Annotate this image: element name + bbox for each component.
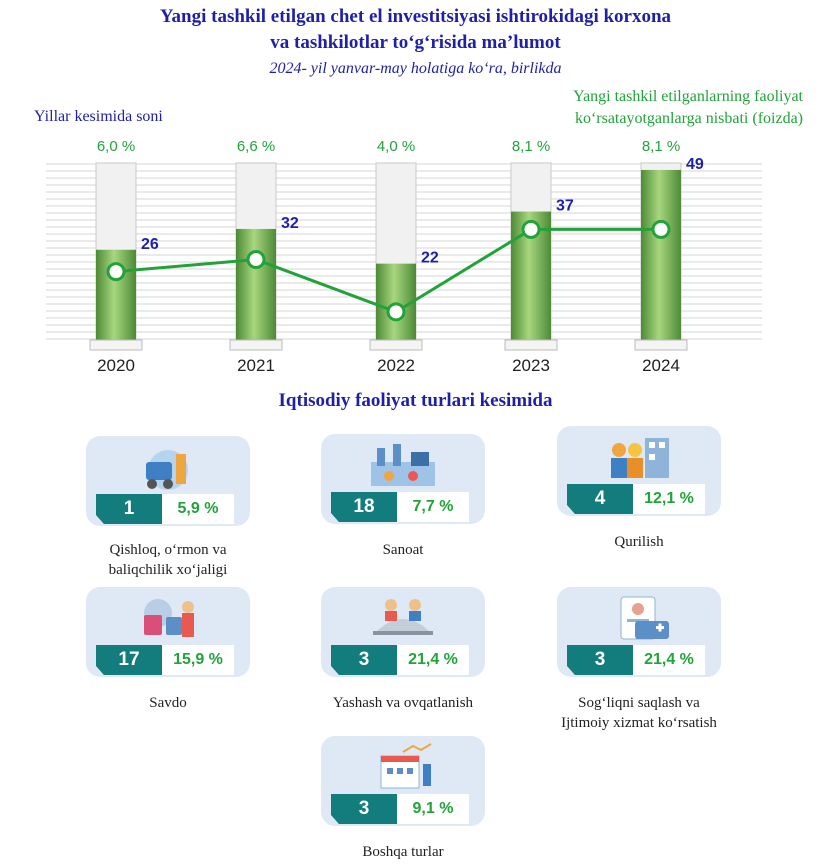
sector-card: 4 12,1 %	[557, 426, 721, 516]
sector-count: 3	[567, 645, 633, 675]
sector-card: 18 7,7 %	[321, 434, 485, 524]
sector-name: Sog‘liqni saqlash va Ijtimoiy xizmat ko‘r…	[539, 693, 739, 733]
food-service-icon	[363, 593, 443, 643]
ratio-point	[386, 302, 406, 322]
sector-count: 3	[331, 645, 397, 675]
bar-base	[89, 339, 143, 351]
sector-name-line1: Qurilish	[614, 534, 664, 550]
sector-percent: 21,4 %	[397, 645, 469, 675]
sector-percent: 15,9 %	[162, 645, 234, 675]
sector-name-line1: Sanoat	[382, 542, 424, 558]
sector-percent: 7,7 %	[397, 492, 469, 522]
sector-name-line2: Ijtimoiy xizmat ko‘rsatish	[561, 715, 717, 731]
x-tick-label: 2023	[512, 356, 550, 375]
sector-name-line2: baliqchilik xo‘jaligi	[108, 562, 228, 578]
bar-value-label: 37	[556, 198, 574, 215]
sector-name-line1: Boshqa turlar	[362, 844, 444, 860]
sector-name: Yashash va ovqatlanish	[303, 693, 503, 713]
shopping-icon	[128, 593, 208, 643]
bar	[641, 169, 681, 340]
ratio-legend-label-line2: ko‘rsatayotganlarga nisbati (foizda)	[574, 110, 803, 127]
healthcare-icon	[599, 593, 679, 643]
sector-name-line1: Sog‘liqni saqlash va	[578, 695, 700, 711]
x-tick-label: 2020	[97, 356, 135, 375]
x-tick-label: 2024	[642, 356, 680, 375]
other-services-icon	[363, 742, 443, 792]
pct-label: 6,6 %	[237, 138, 275, 155]
pct-label: 8,1 %	[512, 138, 550, 155]
sector-count: 17	[96, 645, 162, 675]
sector-card: 3 21,4 %	[557, 587, 721, 677]
sectors-title: Iqtisodiy faoliyat turlari kesimida	[278, 390, 553, 411]
sector-count: 4	[567, 484, 633, 514]
farming-icon	[128, 442, 208, 492]
sector-name: Savdo	[68, 693, 268, 713]
sector-percent: 21,4 %	[633, 645, 705, 675]
ratio-point	[106, 262, 126, 282]
sector-name-line1: Yashash va ovqatlanish	[332, 695, 474, 711]
bar-value-label: 26	[141, 236, 159, 253]
bar-base	[369, 339, 423, 351]
bar-base	[504, 339, 558, 351]
pct-label: 6,0 %	[97, 138, 135, 155]
bar	[236, 228, 276, 340]
chart-title-line1: Yangi tashkil etilgan chet el investitsi…	[159, 6, 672, 27]
x-tick-label: 2022	[377, 356, 415, 375]
ratio-point	[651, 219, 671, 239]
sector-card: 17 15,9 %	[86, 587, 250, 677]
bar	[376, 263, 416, 340]
sector-count: 1	[96, 494, 162, 524]
combo-chart: 2020 26 6,0 % 2021 32 6,6 % 2022 22 4,0 % 2023 37 8…	[46, 138, 762, 375]
sector-percent: 9,1 %	[397, 794, 469, 824]
sector-name-line1: Savdo	[149, 695, 187, 711]
factory-icon	[363, 440, 443, 490]
bar-value-label: 49	[686, 156, 704, 173]
sector-count: 18	[331, 492, 397, 522]
sector-card: 3 21,4 %	[321, 587, 485, 677]
x-tick-label: 2021	[237, 356, 275, 375]
construction-icon	[599, 432, 679, 482]
sector-name: Boshqa turlar	[303, 842, 503, 862]
ratio-legend-label-line1: Yangi tashkil etilganlarning faoliyat	[573, 88, 803, 105]
sector-name-line1: Qishloq, o‘rmon va	[109, 542, 227, 558]
sector-name: Qishloq, o‘rmon va baliqchilik xo‘jaligi	[68, 540, 268, 580]
ratio-point	[246, 250, 266, 270]
bar-value-label: 32	[281, 215, 299, 232]
sector-name: Qurilish	[539, 532, 739, 552]
ratio-point	[521, 219, 541, 239]
sector-card: 3 9,1 %	[321, 736, 485, 826]
bar-value-label: 22	[421, 250, 439, 267]
bar-base	[634, 339, 688, 351]
count-legend-label: Yillar kesimida soni	[34, 108, 163, 125]
chart-title-line2: va tashkilotlar to‘g‘risida ma’lumot	[270, 32, 561, 53]
pct-label: 8,1 %	[642, 138, 680, 155]
pct-label: 4,0 %	[377, 138, 415, 155]
chart-subtitle: 2024- yil yanvar-may holatiga ko‘ra, bir…	[269, 60, 562, 77]
bar-base	[229, 339, 283, 351]
sector-name: Sanoat	[303, 540, 503, 560]
sector-card: 1 5,9 %	[86, 436, 250, 526]
sector-percent: 5,9 %	[162, 494, 234, 524]
sector-percent: 12,1 %	[633, 484, 705, 514]
sector-count: 3	[331, 794, 397, 824]
